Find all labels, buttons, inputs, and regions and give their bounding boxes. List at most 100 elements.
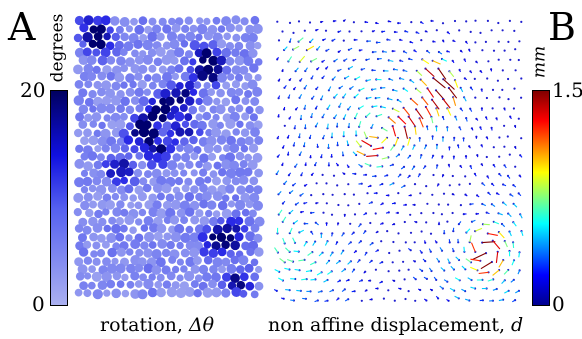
displacement-vector [392,68,399,71]
displacement-vector [464,155,468,159]
displacement-vector [336,184,339,187]
particle [158,79,168,89]
displacement-vector [497,40,500,43]
displacement-vector [420,230,423,233]
displacement-vector [430,98,440,110]
particle [78,233,87,243]
particle [205,209,213,218]
particle [249,63,259,73]
particle [116,56,126,66]
displacement-vector [310,278,317,281]
displacement-vector [428,267,433,273]
particle [135,218,143,226]
particle [250,127,260,138]
displacement-vector [358,87,365,92]
particle [171,138,179,146]
particle [165,193,175,203]
displacement-vector [335,241,339,246]
particle [199,247,209,257]
displacement-vector [485,136,489,140]
displacement-vector [329,251,334,257]
displacement-vector [470,219,476,223]
displacement-vector [518,174,522,178]
particle [139,273,148,282]
particle [84,113,93,123]
displacement-vector [514,69,517,72]
particle [180,248,190,258]
displacement-vector [314,299,319,303]
displacement-vector [338,85,344,90]
displacement-vector [426,87,435,98]
particle [101,271,112,282]
displacement-vector [469,266,479,272]
particle [213,64,223,75]
displacement-vector [458,183,461,186]
particle [163,216,172,225]
displacement-vector [288,116,292,120]
particle [160,88,171,99]
displacement-vector [380,86,386,89]
displacement-vector [280,297,285,300]
particle [115,25,124,34]
displacement-vector [425,185,428,188]
displacement-vector [480,260,493,270]
colorbar-b-max-label: 1.5 [552,78,582,102]
displacement-vector [385,194,390,197]
displacement-vector [432,173,435,177]
particle [130,271,140,281]
displacement-vector [462,137,465,142]
displacement-vector [490,29,493,32]
particle [125,25,133,33]
displacement-vector [293,250,300,253]
particle [87,151,98,161]
displacement-vector [305,269,313,273]
particle [82,176,93,187]
displacement-vector [407,268,410,271]
particle [94,209,103,219]
particle [175,287,186,299]
particle [88,90,97,99]
particle [74,177,85,188]
particle [96,249,106,258]
particle [221,47,232,58]
displacement-vector [281,68,284,73]
displacement-vector [453,79,459,88]
displacement-vector [365,58,370,62]
particle [158,65,167,74]
displacement-vector [353,93,359,99]
displacement-vector [451,211,454,215]
displacement-vector [341,232,345,237]
particle [114,72,125,83]
displacement-vector [386,38,391,41]
particle [172,153,182,162]
particle [241,97,250,105]
displacement-vector [281,145,285,149]
displacement-vector [398,287,402,290]
displacement-vector [435,143,439,150]
particle [176,96,184,104]
particle [183,143,194,154]
particle [169,39,180,50]
particle [234,41,244,51]
displacement-vector [409,97,419,106]
particle [89,200,97,209]
particle [87,72,97,81]
particle [195,160,203,169]
displacement-vector [353,250,357,254]
displacement-vector [299,192,304,197]
particle [189,88,198,96]
displacement-vector [294,202,300,206]
displacement-vector [480,163,484,167]
displacement-vector [369,221,372,225]
displacement-vector [407,137,411,146]
displacement-vector [435,295,440,300]
displacement-vector [480,144,484,148]
particle [96,103,107,114]
displacement-vector [375,41,381,44]
displacement-vector [309,261,317,266]
particle [198,105,206,113]
particle [156,144,167,155]
displacement-vector [298,151,302,156]
particle [125,248,134,256]
particle [142,54,153,65]
